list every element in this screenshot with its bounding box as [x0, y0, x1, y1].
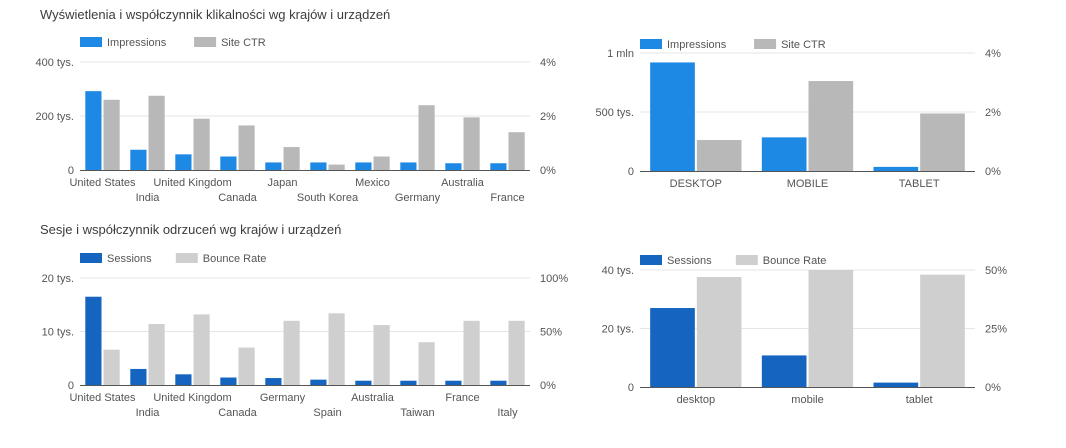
legend-swatch-sessions — [640, 255, 662, 265]
right-axis-tick-label: 50% — [985, 265, 1007, 277]
left-axis-tick-label: 20 tys. — [602, 324, 634, 336]
right-axis-tick-label: 25% — [985, 324, 1007, 336]
left-axis-tick-label: 0 — [628, 382, 634, 394]
category-label-tablet: tablet — [906, 394, 933, 406]
right-axis-tick-label: 0% — [985, 382, 1001, 394]
legend-swatch-bounce-rate — [736, 255, 758, 265]
bar-sessions-desktop — [650, 308, 695, 387]
legend-label-bounce-rate: Bounce Rate — [763, 255, 827, 267]
bar-bounce-rate-mobile — [809, 270, 854, 387]
chart-sessions-by-device: 0 20 tys. 40 tys. 0% 25% 50% desktop mobile tabl… — [0, 0, 1066, 448]
bar-bounce-rate-tablet — [920, 275, 965, 387]
left-axis-tick-label: 40 tys. — [602, 265, 634, 277]
category-label-desktop: desktop — [677, 394, 716, 406]
category-label-mobile: mobile — [791, 394, 823, 406]
bar-sessions-mobile — [762, 355, 807, 387]
bar-sessions-tablet — [874, 383, 919, 387]
bar-bounce-rate-desktop — [697, 277, 742, 387]
legend-label-sessions: Sessions — [667, 255, 712, 267]
